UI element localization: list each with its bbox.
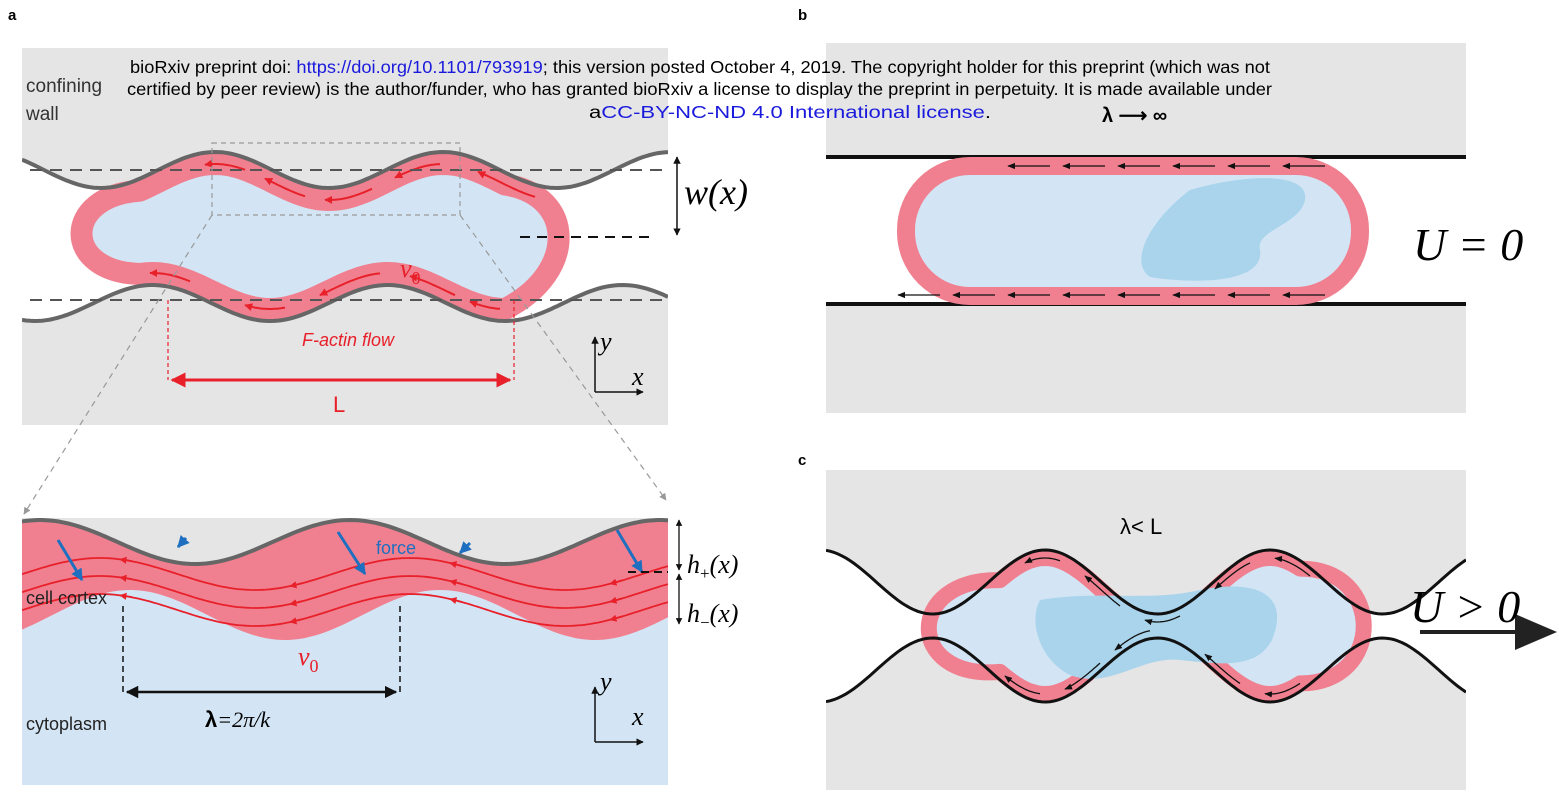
wall-label: confining xyxy=(26,76,102,97)
h-argument: (x) xyxy=(710,550,739,579)
header-line: certified by peer review) is the author/… xyxy=(127,79,1272,99)
axis-label: y xyxy=(597,327,612,356)
axis-label: x xyxy=(631,362,644,391)
body: a b c confining wall w(x) v0 F-actin flo… xyxy=(0,0,1559,798)
axis-label: y xyxy=(597,667,612,696)
h-subscript: − xyxy=(700,613,710,632)
license-link[interactable]: CC-BY-NC-ND 4.0 International license xyxy=(601,102,985,122)
panel-label: b xyxy=(798,7,807,24)
velocity-subscript: 0 xyxy=(310,656,319,676)
h-minus-label: h−(x) xyxy=(687,599,738,632)
wavelength-label: λ< L xyxy=(1120,514,1162,539)
speed-label: U = 0 xyxy=(1413,219,1523,270)
panel-label: c xyxy=(798,452,806,469)
width-label: w(x) xyxy=(684,172,748,212)
force-label: force xyxy=(376,538,416,558)
wall-label: wall xyxy=(25,104,59,125)
velocity-subscript: 0 xyxy=(412,268,421,288)
cytoplasm-label: cytoplasm xyxy=(26,714,107,734)
flow-label: F-actin flow xyxy=(302,330,395,350)
h-symbol: h xyxy=(687,550,700,579)
header-text: bioRxiv preprint doi: xyxy=(130,57,296,77)
length-label: L xyxy=(333,392,345,417)
figure: a b c confining wall w(x) v0 F-actin flo… xyxy=(0,0,1559,798)
header-text: . xyxy=(985,102,991,122)
header-text: ; this version posted October 4, 2019. T… xyxy=(543,57,1270,77)
doi-link[interactable]: https://doi.org/10.1101/793919 xyxy=(296,57,542,77)
cortex-label: cell cortex xyxy=(26,588,107,608)
h-subscript: + xyxy=(700,564,710,583)
h-symbol: h xyxy=(687,599,700,628)
lambda-formula: =2π/k xyxy=(217,707,271,732)
velocity-symbol: v xyxy=(400,254,412,283)
wavelength-label: λ=2π/k xyxy=(205,707,271,732)
speed-label: U > 0 xyxy=(1410,581,1520,632)
velocity-symbol: v xyxy=(298,642,310,671)
axis-label: x xyxy=(631,702,644,731)
velocity-arrowhead xyxy=(1515,614,1557,650)
h-plus-label: h+(x) xyxy=(687,550,738,583)
page: Figure {"header": {"line1_prefix": "bioR… xyxy=(0,0,1559,798)
h-argument: (x) xyxy=(710,599,739,628)
panel-label: a xyxy=(8,7,17,24)
lambda: λ xyxy=(205,707,217,732)
header-line: bioRxiv preprint doi: https://doi.org/10… xyxy=(130,57,1270,77)
wavelength-label: λ ⟶ ∞ xyxy=(1102,105,1167,127)
header-text: a xyxy=(589,102,602,122)
